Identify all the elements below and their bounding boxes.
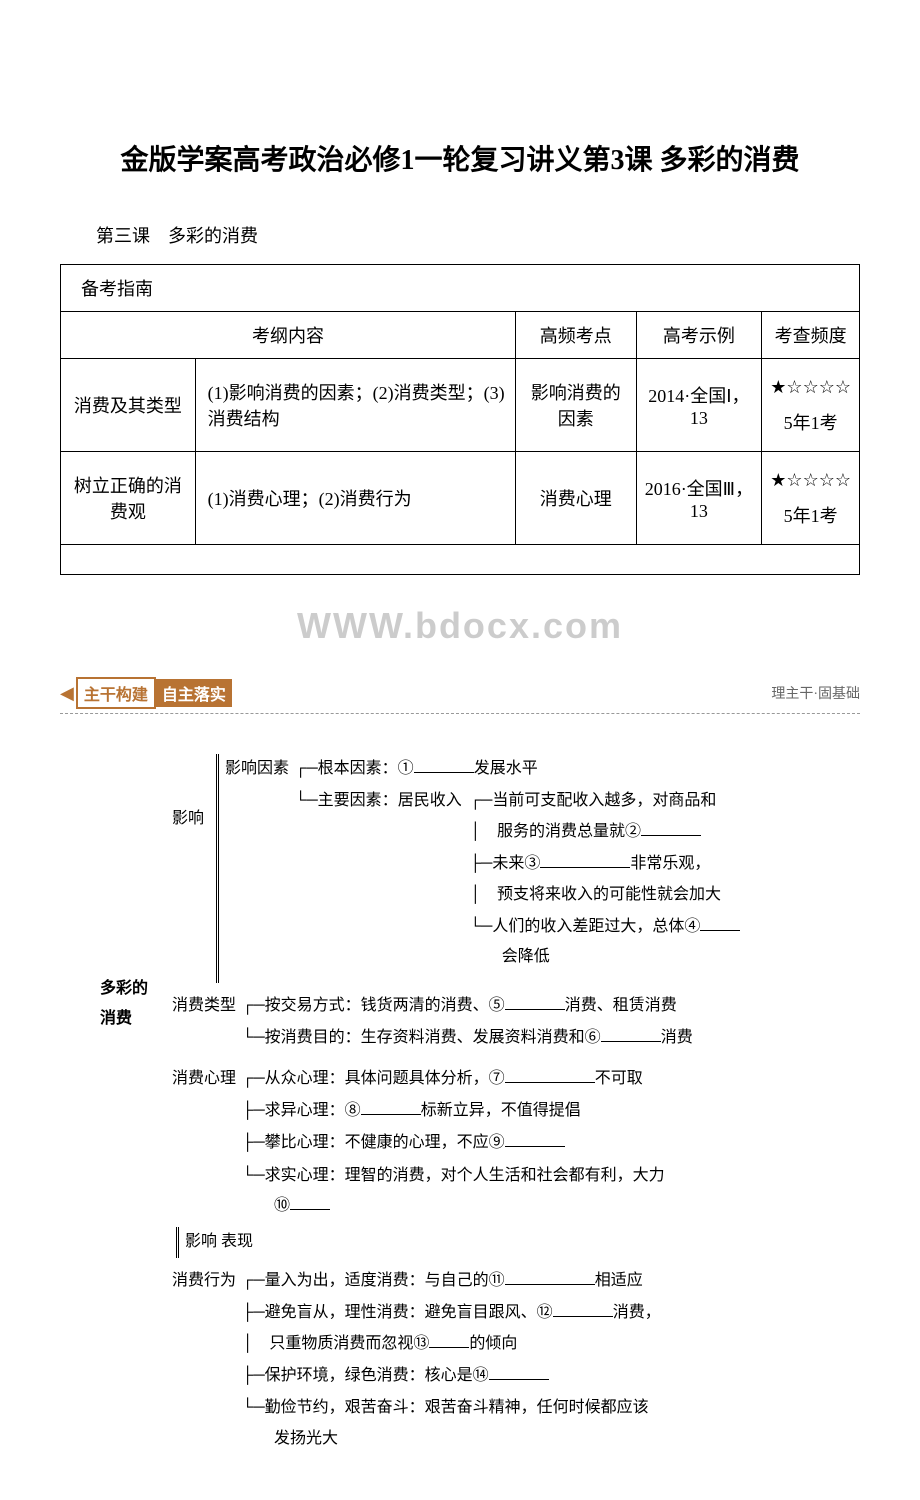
- row1-freq: ★☆☆☆☆ 5年1考: [762, 359, 860, 452]
- behavior-rational: ├─避免盲从，理性消费：避免盲目跟风、⑫消费， │ 只重物质消费而忽视⑬的倾向: [242, 1298, 740, 1359]
- psychology-label: 消费心理: [172, 1064, 242, 1094]
- section-bar: ◀ 主干构建 自主落实 理主干·固基础: [60, 677, 860, 714]
- row2-freq: ★☆☆☆☆ 5年1考: [762, 452, 860, 545]
- main-factor-label: 主要因素: [318, 792, 382, 809]
- root-label: 多彩的消费: [100, 974, 160, 1035]
- col-header-content: 考纲内容: [61, 312, 516, 359]
- page-title: 金版学案高考政治必修1一轮复习讲义第3课 多彩的消费: [60, 140, 860, 182]
- row2-points: (1)消费心理；(2)消费行为: [195, 452, 515, 545]
- col-header-freq: 考查频度: [762, 312, 860, 359]
- behavior-label: 消费行为: [172, 1266, 242, 1296]
- behavior-thrift: └─勤俭节约，艰苦奋斗：艰苦奋斗精神，任何时候都应该 发扬光大: [242, 1393, 740, 1454]
- income-gap: └─人们的收入差距过大，总体④ 会降低: [470, 912, 741, 973]
- concept-diagram: 多彩的消费 影响 影响因素 ┌─根本因素：①发展水平 └─主要: [100, 754, 860, 1460]
- section-tag1: 主干构建: [76, 677, 156, 709]
- behavior-green: ├─保护环境，绿色消费：核心是⑭: [242, 1361, 740, 1391]
- exam-guide-table: 备考指南 考纲内容 高频考点 高考示例 考查频度 消费及其类型 (1)影响消费的…: [60, 264, 860, 575]
- psych-unique: ├─求异心理：⑧标新立异，不值得提倡: [242, 1096, 740, 1126]
- main-factor-sub: ：居民收入: [382, 792, 462, 809]
- psych-practical: └─求实心理：理智的消费，对个人生活和社会都有利，大力 ⑩: [242, 1161, 740, 1222]
- factors-label: 影响因素: [225, 754, 295, 784]
- row1-points: (1)影响消费的因素；(2)消费类型；(3)消费结构: [195, 359, 515, 452]
- row2-topic: 树立正确的消费观: [61, 452, 196, 545]
- row1-example: 2014·全国Ⅰ，13: [636, 359, 762, 452]
- row2-freqpoint: 消费心理: [516, 452, 636, 545]
- lesson-subtitle: 第三课 多彩的消费: [60, 222, 860, 248]
- type-by-purpose: └─按消费目的：生存资料消费、发展资料消费和⑥消费: [242, 1023, 740, 1053]
- section-tag2: 自主落实: [156, 679, 232, 707]
- watermark: WWW.bdocx.com: [60, 605, 860, 647]
- row1-freqpoint: 影响消费的因素: [516, 359, 636, 452]
- col-header-example: 高考示例: [636, 312, 762, 359]
- psych-compare: ├─攀比心理：不健康的心理，不应⑨: [242, 1128, 740, 1158]
- empty-row: [61, 545, 860, 575]
- section-right: 理主干·固基础: [771, 683, 860, 703]
- row1-topic: 消费及其类型: [61, 359, 196, 452]
- section-arrow-icon: ◀: [60, 683, 74, 704]
- influence-label: 影响: [172, 804, 212, 834]
- psych-herd: ┌─从众心理：具体问题具体分析，⑦不可取: [242, 1064, 740, 1094]
- income-current: ┌─当前可支配收入越多，对商品和 │ 服务的消费总量就②: [470, 786, 741, 847]
- table-guide-header: 备考指南: [61, 265, 860, 312]
- effect-perform-label: 影响 表现: [176, 1227, 253, 1257]
- fundamental-factor: ┌─根本因素：①发展水平: [295, 754, 740, 784]
- types-label: 消费类型: [172, 991, 242, 1021]
- income-future: ├─未来③非常乐观， │ 预支将来收入的可能性就会加大: [470, 849, 741, 910]
- behavior-moderate: ┌─量入为出，适度消费：与自己的⑪相适应: [242, 1266, 740, 1296]
- type-by-trade: ┌─按交易方式：钱货两清的消费、⑤消费、租赁消费: [242, 991, 740, 1021]
- row2-example: 2016·全国Ⅲ，13: [636, 452, 762, 545]
- col-header-freqpoint: 高频考点: [516, 312, 636, 359]
